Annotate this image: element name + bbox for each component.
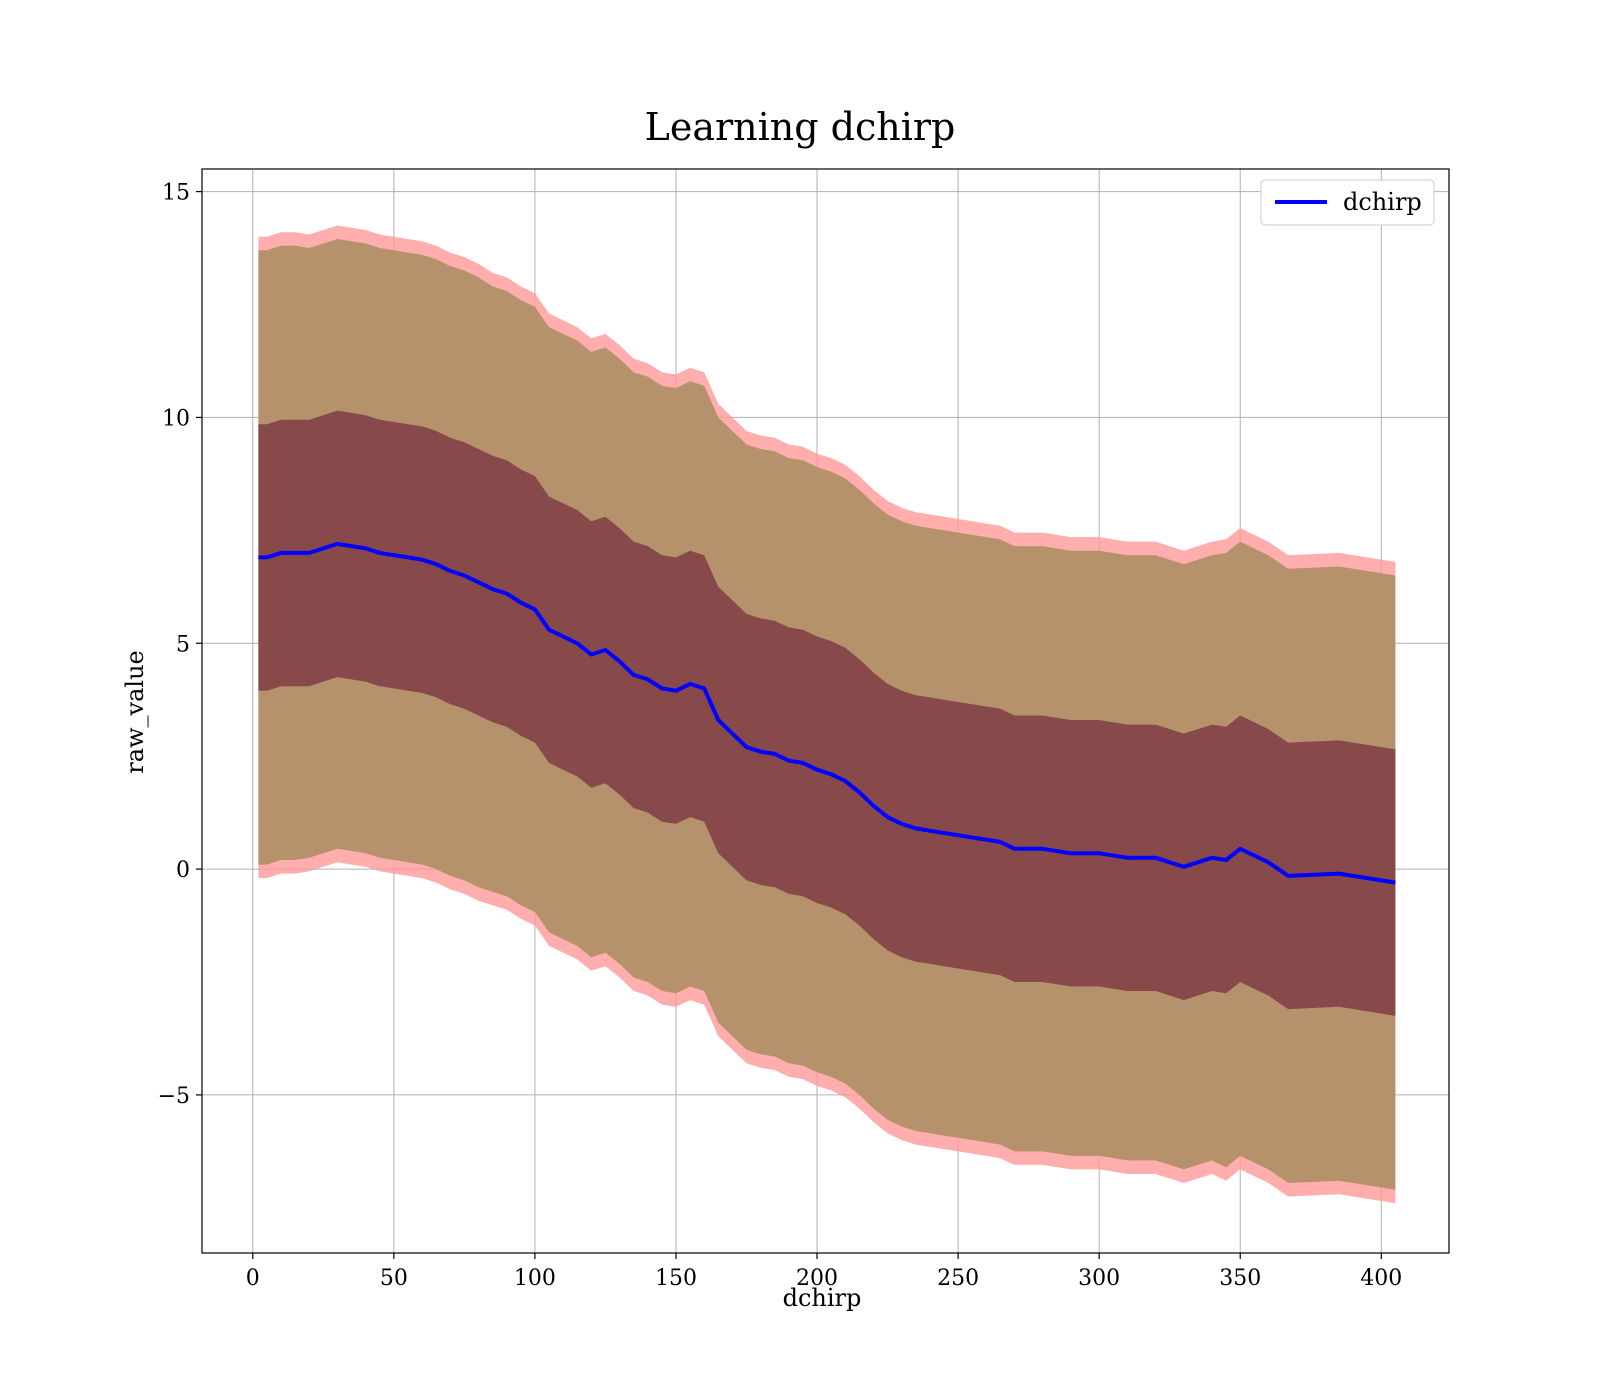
plot-frame — [201, 168, 1450, 1254]
x-tick-label: 400 — [1360, 1266, 1402, 1291]
chart-title: Learning dchirp — [645, 105, 956, 149]
x-tick-label: 0 — [246, 1266, 260, 1291]
confidence-bands — [258, 225, 1396, 1204]
legend-label-dchirp: dchirp — [1343, 188, 1422, 216]
x-tick-label: 100 — [514, 1266, 556, 1291]
x-tick-label: 50 — [380, 1266, 408, 1291]
x-axis: 0 50 100 150 200 250 300 350 400 — [246, 1253, 1402, 1291]
y-tick-label: 0 — [176, 858, 190, 883]
legend: dchirp — [1260, 179, 1435, 226]
y-tick-label: 15 — [162, 181, 190, 206]
x-tick-label: 300 — [1078, 1266, 1120, 1291]
x-tick-label: 150 — [655, 1266, 697, 1291]
x-tick-label: 200 — [796, 1266, 838, 1291]
x-tick-label: 350 — [1219, 1266, 1261, 1291]
y-axis: −5 0 5 10 15 — [158, 181, 202, 1109]
x-axis-label: dchirp — [783, 1284, 862, 1312]
y-tick-label: 10 — [162, 406, 190, 431]
series-line-dchirp — [258, 541, 1396, 885]
inner-band — [258, 410, 1396, 1016]
y-tick-label: −5 — [158, 1084, 190, 1109]
legend-box — [1260, 179, 1435, 226]
x-tick-label: 250 — [937, 1266, 979, 1291]
y-tick-label: 5 — [176, 632, 190, 657]
series-layer — [258, 541, 1396, 885]
y-axis-label: raw_value — [121, 650, 149, 774]
